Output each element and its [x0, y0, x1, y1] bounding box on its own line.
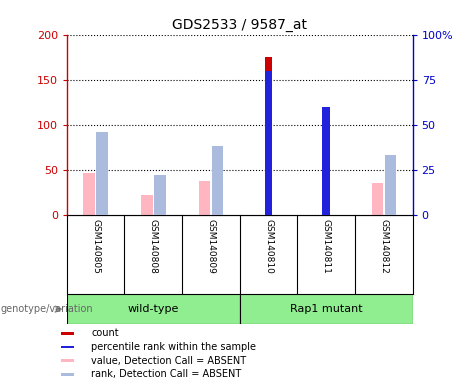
Text: GSM140805: GSM140805 — [91, 219, 100, 274]
Bar — [372, 184, 383, 215]
Bar — [212, 146, 223, 215]
Bar — [384, 156, 396, 215]
Bar — [322, 109, 330, 215]
Bar — [67, 295, 240, 324]
Bar — [154, 175, 165, 215]
Bar — [83, 173, 95, 215]
Bar — [240, 295, 413, 324]
Text: GSM140808: GSM140808 — [149, 219, 158, 274]
Text: GSM140810: GSM140810 — [264, 219, 273, 274]
Bar — [265, 71, 272, 215]
Bar — [322, 107, 330, 215]
Bar — [60, 359, 74, 362]
Text: GSM140811: GSM140811 — [322, 219, 331, 274]
Title: GDS2533 / 9587_at: GDS2533 / 9587_at — [172, 18, 307, 32]
Text: GSM140812: GSM140812 — [379, 219, 388, 274]
Bar — [96, 132, 108, 215]
Bar — [199, 181, 210, 215]
Text: Rap1 mutant: Rap1 mutant — [290, 304, 362, 314]
Text: count: count — [91, 328, 119, 338]
Bar — [60, 346, 74, 348]
Text: percentile rank within the sample: percentile rank within the sample — [91, 342, 256, 352]
Bar — [60, 373, 74, 376]
Bar — [60, 332, 74, 335]
Text: value, Detection Call = ABSENT: value, Detection Call = ABSENT — [91, 356, 246, 366]
Text: GSM140809: GSM140809 — [207, 219, 215, 274]
Text: wild-type: wild-type — [128, 304, 179, 314]
Text: rank, Detection Call = ABSENT: rank, Detection Call = ABSENT — [91, 369, 242, 379]
Bar — [265, 57, 272, 215]
Text: genotype/variation: genotype/variation — [1, 304, 94, 314]
Bar — [141, 195, 153, 215]
